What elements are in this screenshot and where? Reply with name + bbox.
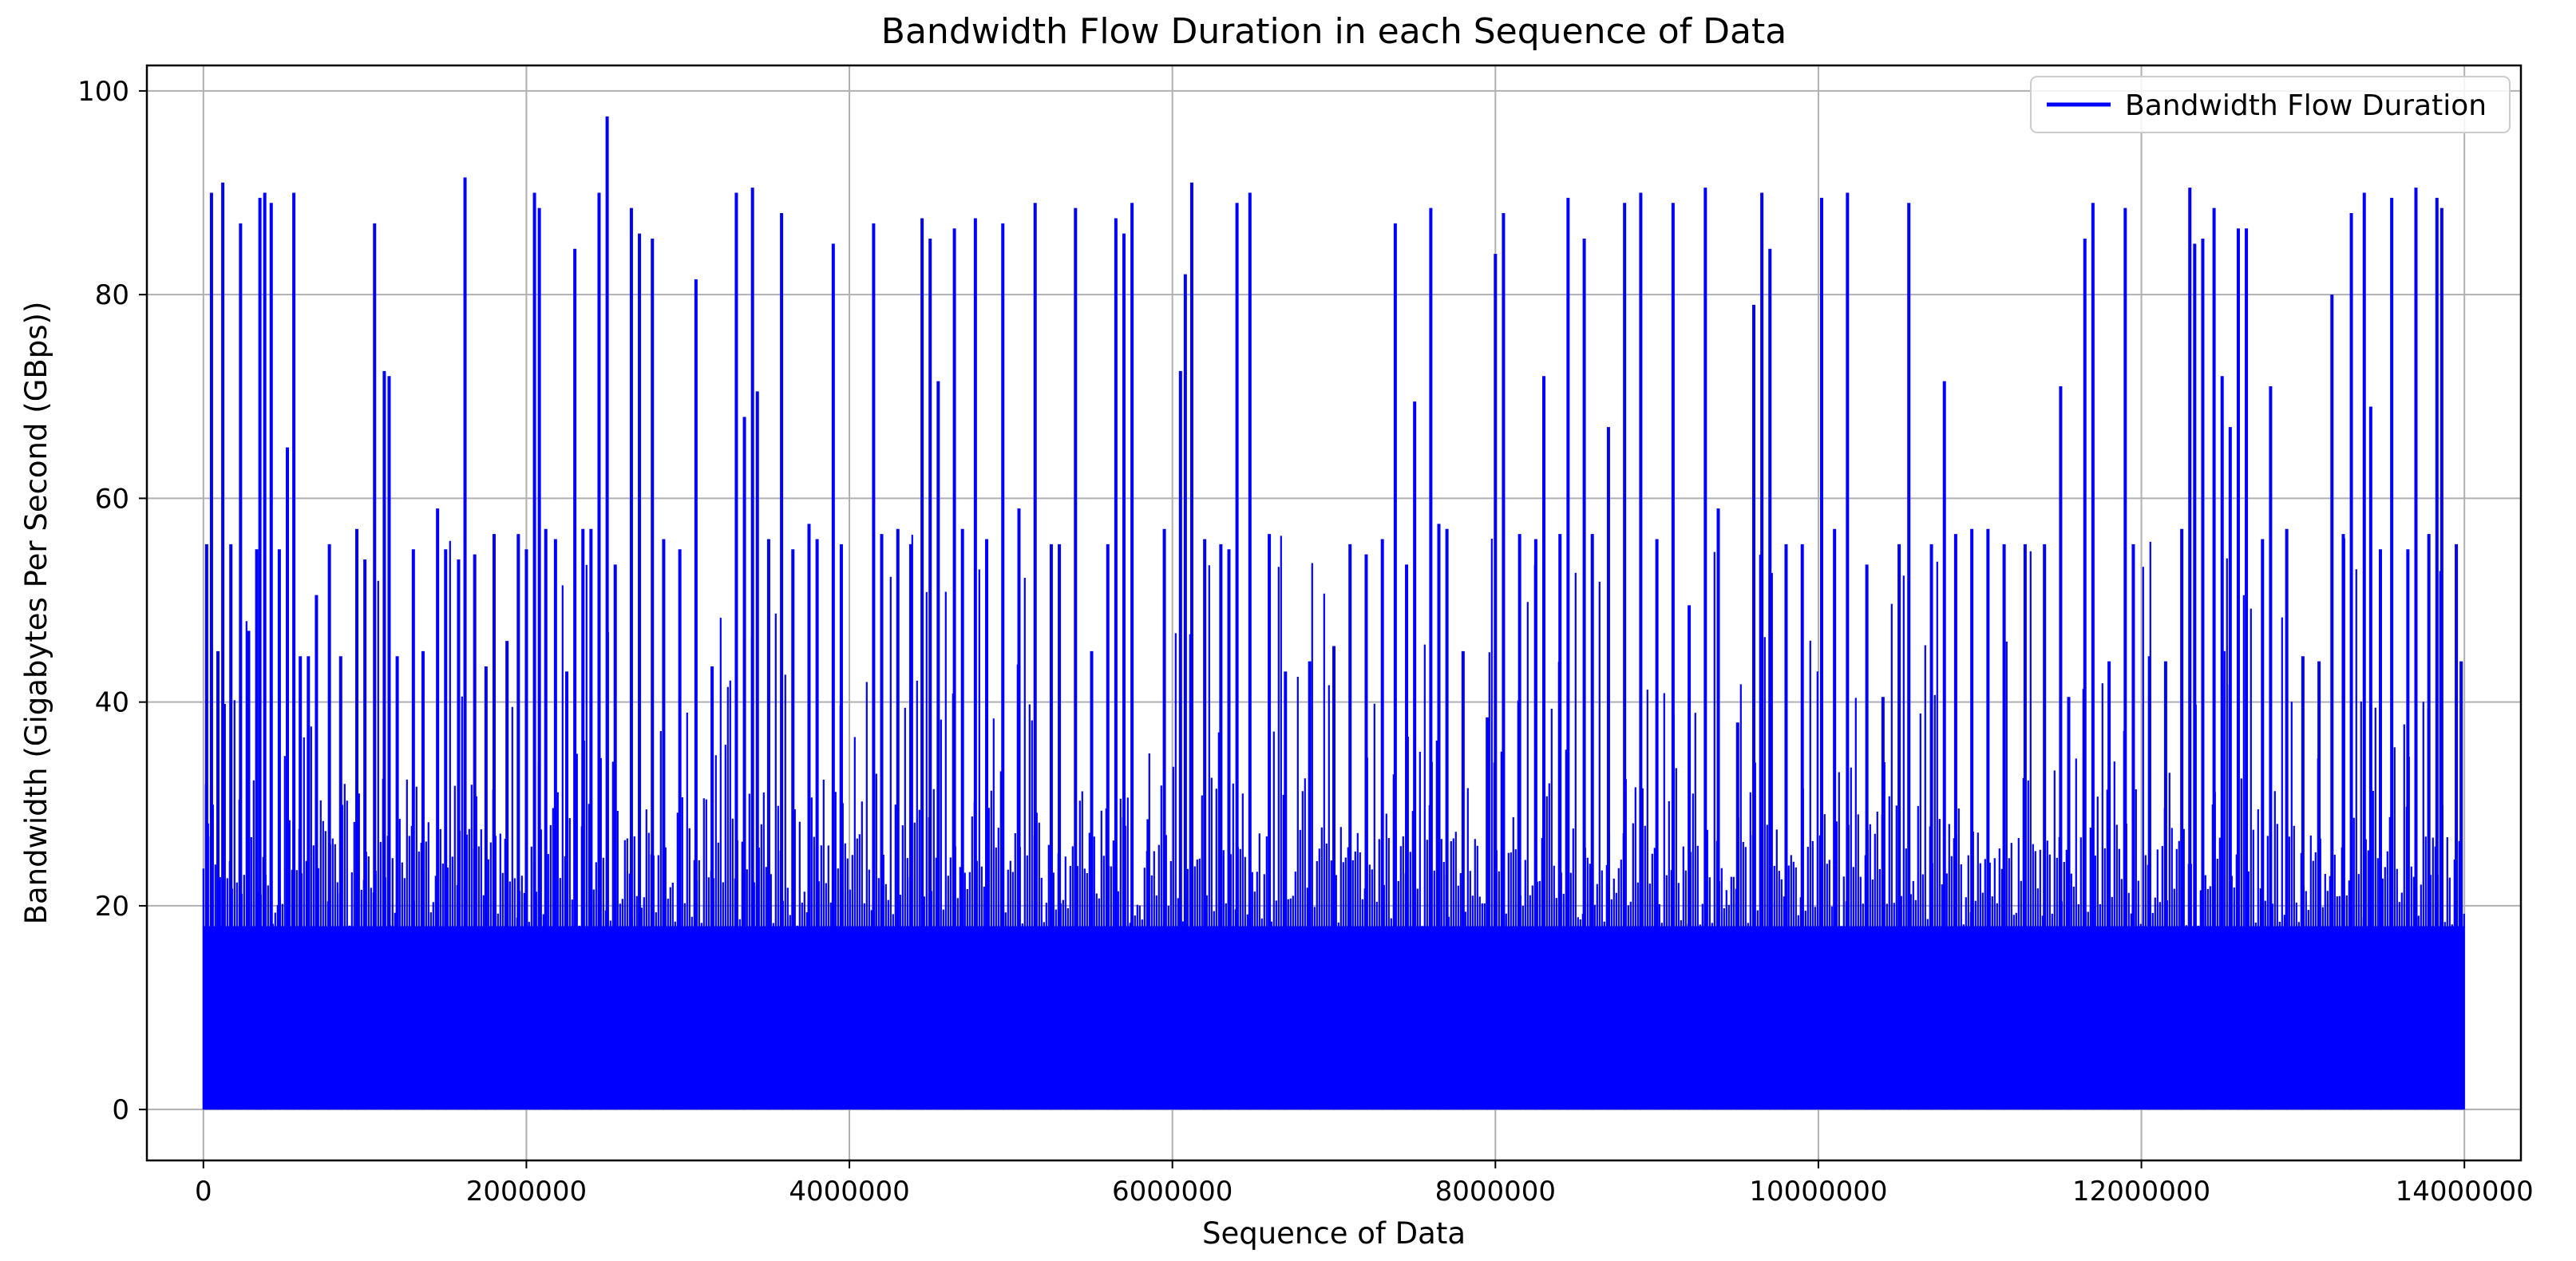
x-tick-label: 10000000	[1749, 1176, 1887, 1208]
x-axis-label: Sequence of Data	[1202, 1216, 1466, 1251]
chart-title: Bandwidth Flow Duration in each Sequence…	[881, 11, 1787, 52]
x-tick-label: 14000000	[2396, 1176, 2534, 1208]
y-tick-label: 20	[95, 891, 129, 923]
legend-box	[2030, 76, 2511, 133]
y-tick-label: 100	[77, 76, 129, 108]
series-layer	[202, 116, 2465, 1110]
x-tick-label: 0	[195, 1176, 212, 1208]
plot-frame	[145, 64, 2523, 1162]
x-tick-label: 6000000	[1112, 1176, 1233, 1208]
x-tick-label: 4000000	[789, 1176, 909, 1208]
x-tick-label: 8000000	[1435, 1176, 1556, 1208]
y-axis-label: Bandwidth (Gigabytes Per Second (GBps))	[19, 302, 53, 925]
legend: Bandwidth Flow Duration	[2030, 76, 2511, 133]
x-axis-ticks: 0 2000000 4000000 6000000 8000000 10000000 120…	[195, 1160, 2534, 1208]
y-tick-label: 0	[112, 1094, 129, 1126]
x-tick-label: 12000000	[2072, 1176, 2210, 1208]
legend-entry-label: Bandwidth Flow Duration	[2125, 89, 2487, 122]
y-tick-label: 40	[95, 687, 129, 719]
y-tick-label: 80	[95, 279, 129, 311]
x-tick-label: 2000000	[466, 1176, 587, 1208]
y-axis-ticks: 0 20 40 60 80 100	[77, 76, 147, 1126]
y-tick-label: 60	[95, 483, 129, 515]
